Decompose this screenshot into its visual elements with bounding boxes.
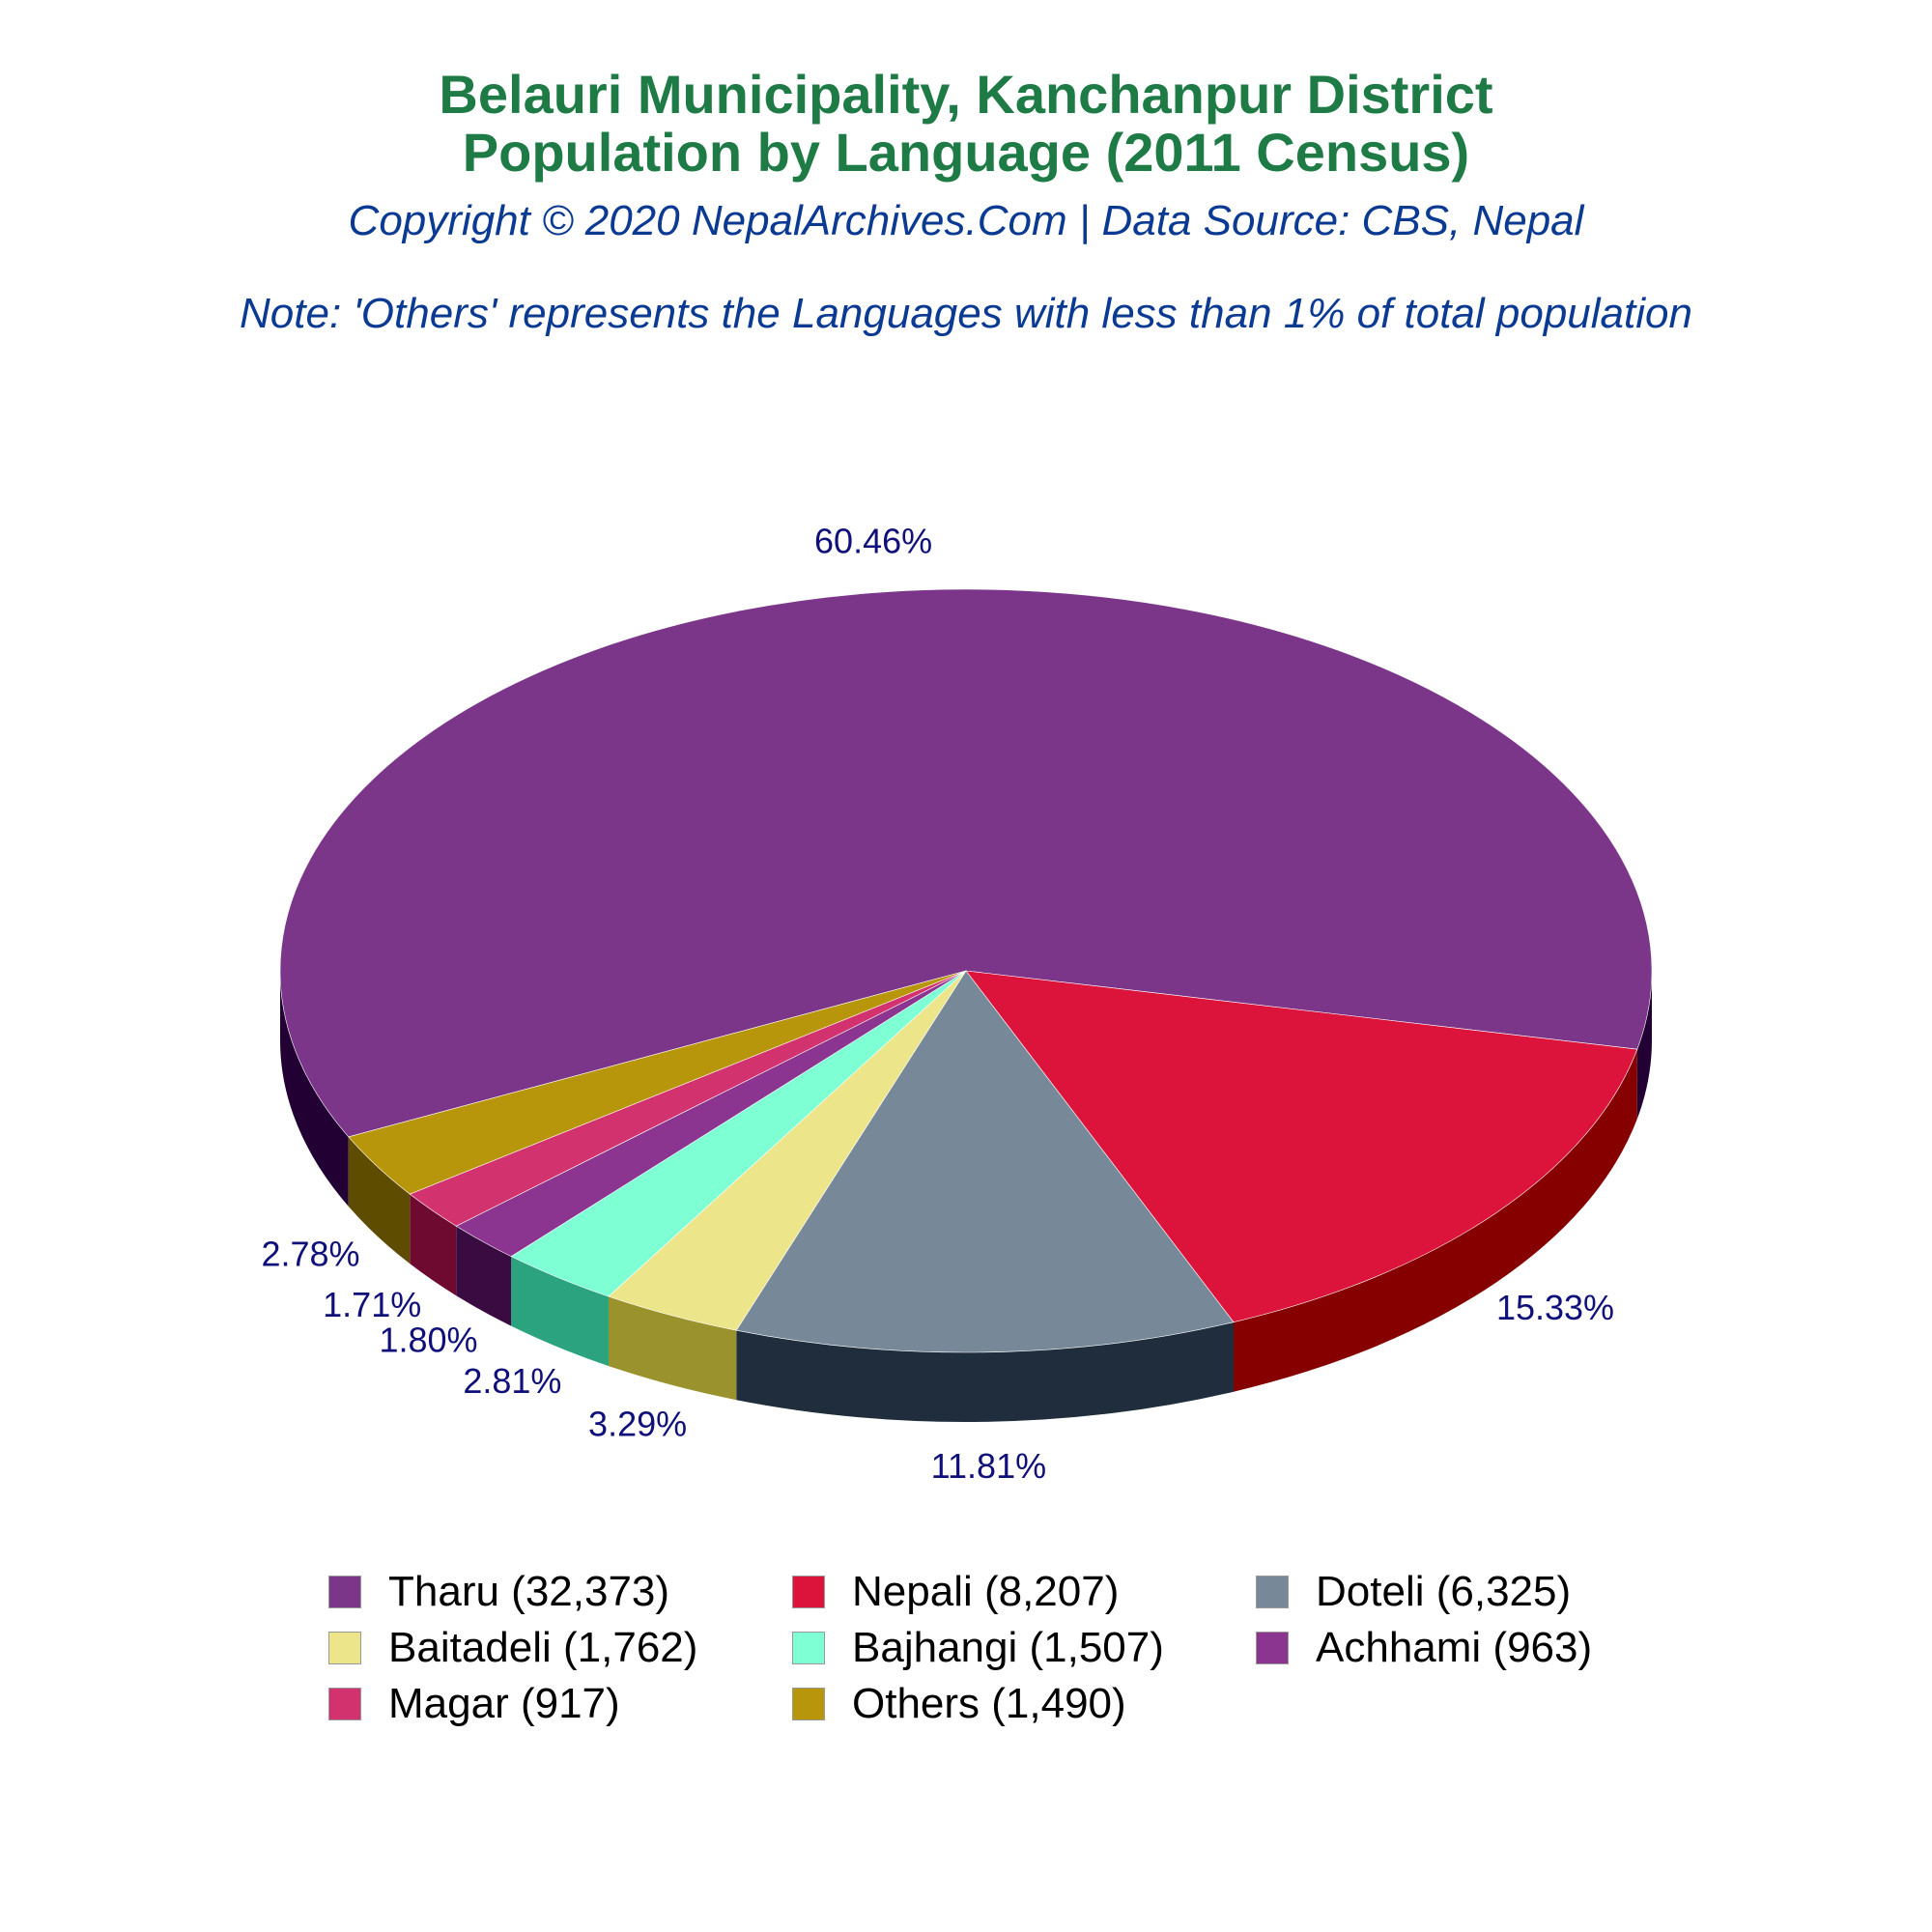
legend-label-bajhangi: Bajhangi (1,507) (852, 1624, 1164, 1671)
chart-legend: Tharu (32,373) Nepali (8,207) Doteli (6,32… (328, 1565, 1681, 1731)
legend-label-tharu: Tharu (32,373) (388, 1568, 670, 1615)
pie-side-baitadeli (608, 1296, 737, 1401)
pie-slice-nepali (965, 970, 1638, 1323)
legend-swatch-others (792, 1688, 825, 1720)
legend-label-achhami: Achhami (963) (1316, 1624, 1593, 1671)
legend-item-doteli: Doteli (6,325) (1256, 1565, 1681, 1619)
legend-item-tharu: Tharu (32,373) (328, 1565, 792, 1619)
legend-swatch-achhami (1256, 1632, 1289, 1664)
legend-swatch-nepali (792, 1576, 825, 1608)
pie-side-others (348, 1136, 411, 1264)
legend-swatch-bajhangi (792, 1632, 825, 1664)
pie-side-achhami (456, 1226, 512, 1326)
note-text: Note: 'Others' represents the Languages … (240, 290, 1692, 337)
pie-chart: 60.46% 15.33% 11.81% 3.29% 2.81%1.80%1.71% 2.… (261, 521, 1653, 1486)
slice-label-bajhangi: 2.81% (463, 1361, 561, 1401)
slice-label-doteli: 11.81% (931, 1446, 1046, 1486)
legend-label-nepali: Nepali (8,207) (852, 1568, 1120, 1615)
slice-label-magar: 1.71% (323, 1285, 421, 1324)
slice-label-others: 2.78% (261, 1235, 359, 1274)
legend-swatch-doteli (1256, 1576, 1289, 1608)
legend-item-nepali: Nepali (8,207) (792, 1565, 1256, 1619)
legend-label-baitadeli: Baitadeli (1,762) (388, 1624, 698, 1671)
pie-sides (280, 971, 1652, 1422)
legend-item-others: Others (1,490) (792, 1677, 1256, 1731)
slice-label-nepali: 15.33% (1496, 1288, 1614, 1327)
pie-slice-doteli (735, 970, 1235, 1353)
pie-side-tharu (1636, 971, 1652, 1120)
legend-item-baitadeli: Baitadeli (1,762) (328, 1621, 792, 1675)
legend-item-magar: Magar (917) (328, 1677, 792, 1731)
legend-item-bajhangi: Bajhangi (1,507) (792, 1621, 1256, 1675)
legend-label-magar: Magar (917) (388, 1680, 620, 1727)
pie-top (279, 588, 1653, 1353)
legend-swatch-magar (328, 1688, 361, 1720)
legend-swatch-baitadeli (328, 1632, 361, 1664)
legend-swatch-tharu (328, 1576, 361, 1608)
pie-slice-others (348, 970, 967, 1195)
pie-side-bajhangi (511, 1256, 609, 1367)
legend-label-others: Others (1,490) (852, 1680, 1126, 1727)
pie-slice-tharu (279, 588, 1653, 1138)
chart-title-line1: Belauri Municipality, Kanchanpur Distric… (439, 64, 1493, 125)
copyright-text: Copyright © 2020 NepalArchives.Com | Dat… (348, 197, 1584, 244)
pie-side-doteli (736, 1321, 1234, 1422)
pie-side-tharu (280, 971, 349, 1207)
pie-side-nepali (1233, 1049, 1637, 1392)
slice-label-achhami: 1.80% (379, 1321, 477, 1360)
pie-labels: 60.46% 15.33% 11.81% 3.29% 2.81%1.80%1.71% 2.… (261, 521, 1614, 1486)
legend-item-achhami: Achhami (963) (1256, 1621, 1681, 1675)
slice-label-baitadeli: 3.29% (588, 1404, 687, 1443)
pie-side-magar (410, 1194, 457, 1296)
legend-label-doteli: Doteli (6,325) (1316, 1568, 1572, 1615)
slice-label-tharu: 60.46% (814, 521, 932, 560)
chart-title-line2: Population by Language (2011 Census) (462, 122, 1470, 183)
